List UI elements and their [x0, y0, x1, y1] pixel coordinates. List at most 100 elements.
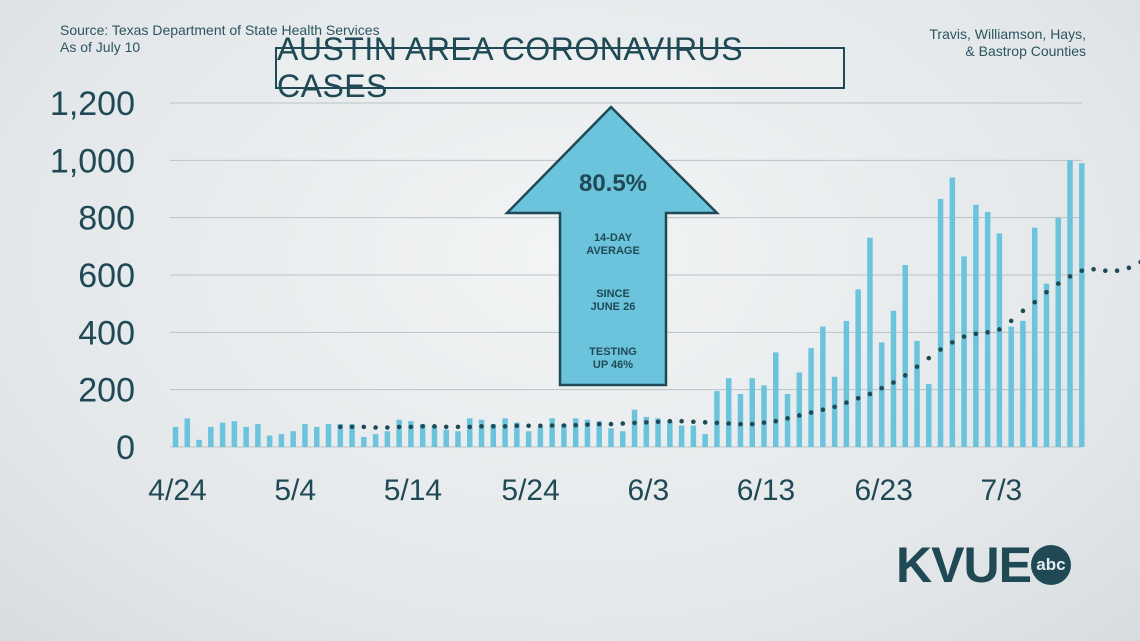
average-dot [1114, 268, 1120, 274]
bar [243, 426, 249, 447]
bar [1043, 283, 1050, 447]
average-dot [408, 424, 414, 430]
average-dot [1079, 268, 1085, 274]
bar [655, 418, 661, 447]
average-dot [926, 355, 932, 361]
average-dot [726, 421, 731, 426]
bar [184, 418, 191, 447]
bar [867, 237, 873, 447]
average-dot [891, 380, 896, 385]
average-dot [973, 331, 979, 337]
bar [796, 372, 803, 447]
average-dot [1103, 268, 1108, 274]
callout-line-3: SINCE [596, 288, 630, 300]
abc-badge: abc [1030, 545, 1071, 585]
average-dot [985, 330, 990, 335]
bar [761, 385, 767, 447]
bar [620, 431, 626, 447]
y-tick-label: 1,200 [50, 85, 135, 123]
average-dot [432, 424, 437, 429]
bar [584, 419, 591, 447]
bar [737, 393, 744, 447]
bar [596, 421, 602, 447]
bar [631, 409, 638, 447]
y-tick-label: 600 [78, 257, 135, 295]
bar [702, 434, 708, 447]
bar [643, 416, 650, 447]
bar [1008, 326, 1014, 447]
average-dot [997, 327, 1002, 332]
bar [961, 256, 967, 447]
counties-line-1: Travis, Williamson, Hays, [929, 26, 1086, 42]
average-dot [632, 420, 637, 426]
bar [467, 418, 473, 447]
average-dot [714, 420, 720, 426]
bar [926, 383, 932, 447]
callout-percent: 80.5% [578, 170, 648, 197]
average-dot [1091, 266, 1096, 272]
bar [255, 424, 261, 447]
average-dot [549, 423, 555, 428]
average-dot [479, 424, 484, 429]
up-arrow-callout [504, 105, 721, 387]
average-dot [337, 424, 343, 430]
counties-note: Travis, Williamson, Hays, & Bastrop Coun… [929, 26, 1086, 60]
average-dot [773, 418, 779, 424]
bar [549, 418, 555, 447]
y-tick-label: 800 [78, 200, 135, 238]
bar [714, 391, 720, 447]
bar [878, 342, 885, 447]
bar [984, 211, 991, 447]
x-tick-label: 6/3 [627, 474, 669, 507]
average-dot [702, 420, 708, 425]
bar [973, 204, 979, 447]
average-dot [396, 424, 402, 430]
bar [820, 326, 826, 447]
x-tick-label: 6/13 [737, 474, 795, 507]
average-dot [879, 385, 884, 391]
average-dot [538, 423, 543, 429]
average-dot [950, 340, 955, 345]
callout-line-1: 14-DAY [593, 232, 633, 244]
bar [490, 424, 497, 447]
bar [843, 320, 850, 447]
average-dot [420, 424, 425, 429]
average-dot [832, 404, 837, 410]
bar [290, 431, 296, 447]
average-dot [738, 421, 743, 427]
bar [361, 436, 367, 447]
average-dot [373, 425, 378, 430]
kvue-logo: KVUE abc [896, 540, 1071, 590]
bar [725, 378, 732, 447]
average-dot [1067, 274, 1073, 279]
average-dot [1044, 289, 1049, 295]
average-dot [573, 422, 578, 428]
average-dot [797, 413, 802, 418]
bar [196, 439, 202, 447]
bar [337, 424, 344, 447]
average-dot [655, 419, 661, 425]
callout-line-6: UP 46% [592, 359, 634, 371]
bar [431, 425, 438, 447]
average-dot [502, 424, 508, 429]
bar [808, 348, 814, 447]
x-tick-label: 4/24 [148, 474, 206, 507]
bar [325, 424, 332, 447]
y-tick-label: 200 [78, 372, 135, 410]
average-dot [361, 424, 367, 430]
bars [172, 160, 1085, 448]
average-dot [1032, 299, 1038, 305]
bar [514, 422, 520, 447]
bar [914, 340, 920, 447]
bar [384, 431, 391, 447]
bar [678, 425, 685, 447]
bar [1067, 160, 1073, 448]
average-dot [679, 418, 684, 424]
average-dot [644, 420, 649, 425]
bar [219, 422, 226, 447]
bar [902, 264, 908, 447]
callout-line-2: AVERAGE [586, 245, 640, 257]
average-dot [443, 424, 449, 430]
x-tick-label: 6/23 [855, 474, 913, 507]
x-tick-label: 5/14 [384, 474, 442, 507]
